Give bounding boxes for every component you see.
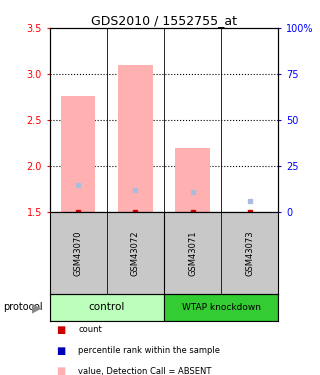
Bar — [164, 294, 278, 321]
Title: GDS2010 / 1552755_at: GDS2010 / 1552755_at — [91, 14, 237, 27]
Text: ■: ■ — [56, 325, 65, 335]
Bar — [118, 65, 153, 212]
Text: GSM43071: GSM43071 — [188, 230, 197, 276]
Text: count: count — [78, 326, 102, 334]
Text: GSM43072: GSM43072 — [131, 230, 140, 276]
Text: protocol: protocol — [3, 303, 43, 312]
Bar — [175, 148, 210, 212]
Bar — [50, 294, 164, 321]
Text: WTAP knockdown: WTAP knockdown — [182, 303, 261, 312]
Bar — [221, 212, 278, 294]
Text: ▶: ▶ — [32, 301, 42, 314]
Text: value, Detection Call = ABSENT: value, Detection Call = ABSENT — [78, 367, 212, 375]
Bar — [164, 212, 221, 294]
Bar — [107, 212, 164, 294]
Text: ■: ■ — [56, 366, 65, 375]
Text: GSM43073: GSM43073 — [245, 230, 254, 276]
Bar — [50, 212, 107, 294]
Text: GSM43070: GSM43070 — [74, 230, 83, 276]
Text: ■: ■ — [56, 346, 65, 355]
Bar — [61, 96, 95, 212]
Text: control: control — [89, 303, 125, 312]
Text: percentile rank within the sample: percentile rank within the sample — [78, 346, 220, 355]
